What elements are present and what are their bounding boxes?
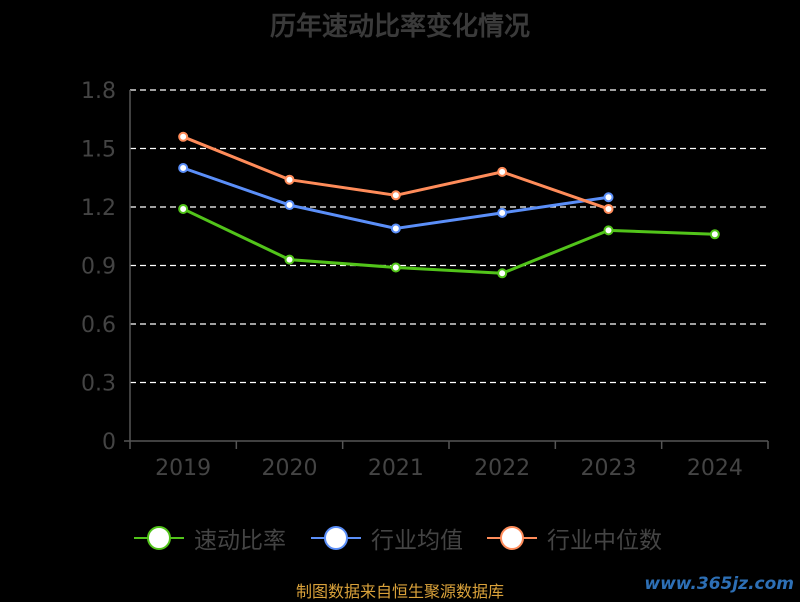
legend-label-quick-ratio: 速动比率 — [194, 528, 286, 554]
data-point-series-2 — [284, 174, 295, 185]
data-point-series-2 — [603, 203, 614, 214]
data-point-series-1 — [284, 200, 295, 211]
y-tick-label: 1.8 — [81, 79, 116, 104]
data-point-series-0 — [603, 225, 614, 236]
data-point-series-1 — [497, 207, 508, 218]
data-point-series-0 — [284, 254, 295, 265]
watermark: www.365jz.com — [644, 574, 794, 594]
legend-swatch-quick-ratio — [134, 518, 184, 558]
data-point-series-2 — [178, 131, 189, 142]
data-point-series-0 — [390, 262, 401, 273]
data-point-series-2 — [497, 166, 508, 177]
legend-item-industry-median[interactable]: 行业中位数 — [487, 518, 662, 558]
data-point-series-0 — [709, 229, 720, 240]
legend-item-industry-mean[interactable]: 行业均值 — [311, 518, 463, 558]
legend-label-industry-median: 行业中位数 — [547, 528, 662, 554]
data-point-series-0 — [497, 268, 508, 279]
x-tick-label: 2019 — [155, 456, 211, 481]
y-tick-label: 0.6 — [81, 313, 116, 338]
data-point-series-1 — [390, 223, 401, 234]
y-tick-label: 1.5 — [81, 138, 116, 163]
chart-legend[interactable]: 速动比率 行业均值 行业中位数 — [0, 518, 800, 558]
y-tick-label: 0.9 — [81, 255, 116, 280]
legend-label-industry-mean: 行业均值 — [371, 528, 463, 554]
data-source-note: 制图数据来自恒生聚源数据库 — [295, 582, 504, 601]
x-tick-label: 2022 — [474, 456, 530, 481]
legend-item-quick-ratio[interactable]: 速动比率 — [134, 518, 286, 558]
y-tick-label: 0 — [102, 430, 116, 455]
legend-swatch-industry-mean — [311, 518, 361, 558]
x-tick-label: 2020 — [262, 456, 318, 481]
data-point-series-1 — [603, 192, 614, 203]
data-point-series-0 — [178, 203, 189, 214]
series-line-0 — [182, 207, 715, 275]
legend-swatch-industry-median — [487, 518, 537, 558]
x-tick-label: 2024 — [687, 456, 743, 481]
x-tick-label: 2021 — [368, 456, 424, 481]
y-tick-label: 0.3 — [81, 372, 116, 397]
chart-title: 历年速动比率变化情况 — [269, 12, 530, 42]
data-point-series-2 — [390, 190, 401, 201]
data-point-series-1 — [178, 163, 189, 173]
x-tick-label: 2023 — [581, 456, 637, 481]
y-tick-label: 1.2 — [81, 196, 116, 221]
